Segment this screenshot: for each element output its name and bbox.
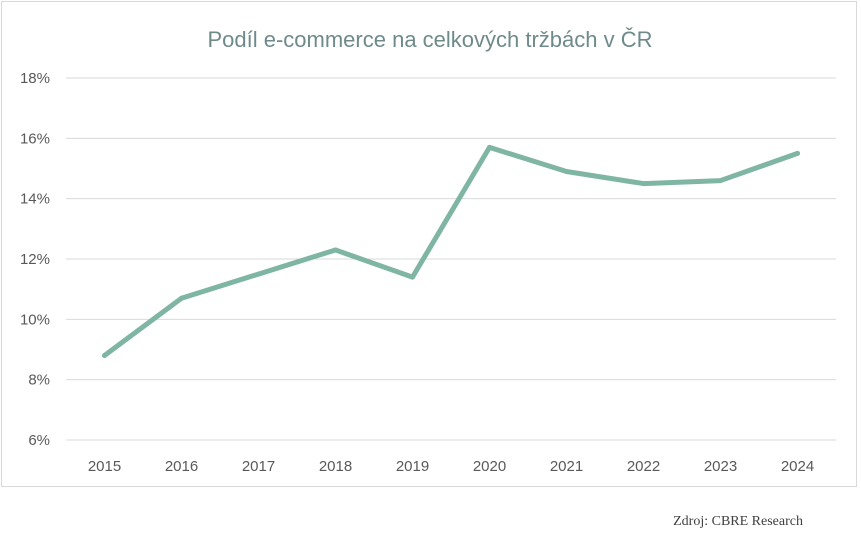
data-point [410, 274, 415, 280]
y-tick-label: 10% [20, 311, 50, 328]
x-tick-label: 2020 [473, 458, 506, 475]
chart-title: Podíl e-commerce na celkových tržbách v … [207, 27, 652, 52]
data-point [564, 169, 569, 175]
x-tick-label: 2022 [627, 458, 660, 475]
y-tick-label: 6% [28, 432, 50, 449]
data-point [641, 181, 646, 187]
x-tick-label: 2015 [88, 458, 121, 475]
y-tick-label: 16% [20, 130, 50, 147]
chart-frame: Podíl e-commerce na celkových tržbách v … [1, 1, 857, 487]
x-tick-label: 2021 [550, 458, 583, 475]
gridlines [66, 77, 836, 441]
source-note: Zdroj: CBRE Research [673, 514, 803, 529]
x-tick-label: 2024 [781, 458, 814, 475]
y-tick-label: 12% [20, 251, 50, 268]
series-layer [102, 144, 800, 359]
data-point [487, 144, 492, 150]
line-chart: Podíl e-commerce na celkových tržbách v … [20, 27, 836, 475]
data-point [333, 247, 338, 253]
data-point [795, 150, 800, 156]
y-tick-label: 14% [20, 191, 50, 208]
data-point [256, 271, 261, 277]
x-tick-label: 2019 [396, 458, 429, 475]
x-tick-label: 2016 [165, 458, 198, 475]
data-point [102, 353, 107, 359]
y-tick-label: 18% [20, 70, 50, 87]
y-axis-labels: 6% 8% 10% 12% 14% 16% 18% [20, 70, 50, 449]
x-tick-label: 2023 [704, 458, 737, 475]
series-line [102, 144, 800, 359]
x-axis-labels: 2015 2016 2017 2018 2019 2020 2021 2022 2023 2024 [88, 458, 814, 475]
data-point [718, 178, 723, 184]
x-tick-label: 2017 [242, 458, 275, 475]
x-tick-label: 2018 [319, 458, 352, 475]
data-point [179, 295, 184, 301]
y-tick-label: 8% [28, 372, 50, 389]
